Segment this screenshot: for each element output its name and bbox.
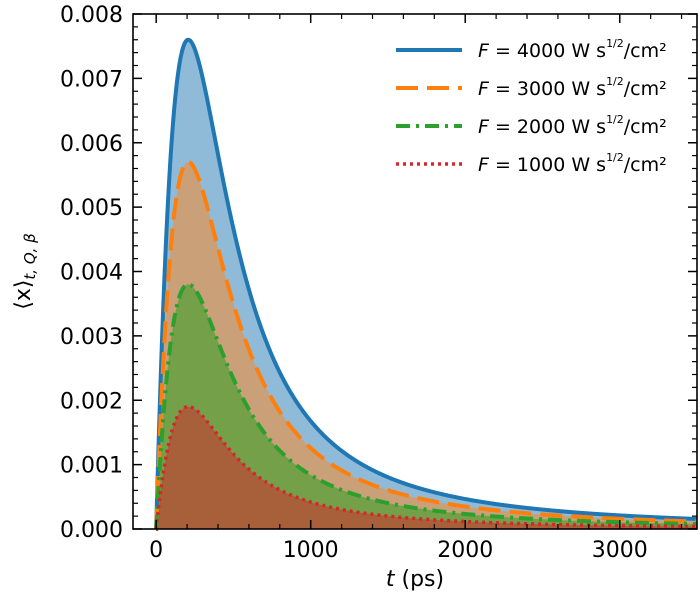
- legend-label-2: F = 3000 W s1/2/cm²: [478, 75, 667, 100]
- area-fill-2: [156, 162, 697, 529]
- legend-label-var: F: [478, 40, 490, 62]
- series-line-2: [154, 160, 698, 531]
- legend-label-4: F = 1000 W s1/2/cm²: [478, 151, 667, 176]
- y-tick-label-7: 0.007: [60, 67, 123, 92]
- legend-label-exp: 1/2: [606, 75, 624, 88]
- series-line-3: [154, 282, 698, 531]
- legend-label-unit: /cm²: [624, 154, 667, 176]
- x-tick-label-1: 1000: [283, 538, 339, 563]
- y-tick-label-2: 0.002: [60, 389, 123, 414]
- legend-label-1: F = 4000 W s1/2/cm²: [478, 37, 667, 62]
- legend-label-unit: /cm²: [624, 116, 667, 138]
- legend-label-exp: 1/2: [606, 37, 624, 50]
- legend-label-exp: 1/2: [606, 151, 624, 164]
- y-tick-label-3: 0.003: [60, 325, 123, 350]
- x-axis-label-var: t: [386, 567, 396, 592]
- y-tick-label-4: 0.004: [60, 261, 123, 286]
- y-axis-label-main: ⟨x⟩: [11, 280, 36, 310]
- y-tick-label-5: 0.005: [60, 196, 123, 221]
- x-axis-label: t (ps): [386, 567, 444, 592]
- legend-label-eq: = 4000 W s: [489, 40, 606, 62]
- x-tick-label-0: 0: [149, 538, 163, 563]
- area-fill-4: [156, 406, 697, 529]
- area-fill-1: [156, 39, 697, 529]
- legend-label-unit: /cm²: [624, 78, 667, 100]
- y-axis: 0.000 0.001 0.002 0.003 0.004 0.005 0.006 0.007…: [60, 3, 697, 543]
- series-line-4: [154, 404, 697, 531]
- legend-label-exp: 1/2: [606, 113, 624, 126]
- y-tick-label-8: 0.008: [60, 3, 123, 28]
- x-tick-label-2: 2000: [437, 538, 493, 563]
- area-fills: [156, 39, 697, 529]
- legend-label-eq: = 2000 W s: [489, 116, 606, 138]
- legend-label-var: F: [478, 78, 490, 100]
- legend-label-3: F = 2000 W s1/2/cm²: [478, 113, 667, 138]
- legend-label-unit: /cm²: [624, 40, 667, 62]
- y-axis-label-sub: t, Q, β: [21, 233, 39, 280]
- y-tick-label-1: 0.001: [60, 454, 123, 479]
- legend-label-var: F: [478, 116, 490, 138]
- y-tick-label-0: 0.000: [60, 518, 123, 543]
- y-tick-label-6: 0.006: [60, 132, 123, 157]
- series-lines: [154, 37, 698, 531]
- x-axis-label-unit: (ps): [395, 567, 445, 592]
- legend-label-eq: = 3000 W s: [489, 78, 606, 100]
- series-line-1: [154, 37, 698, 531]
- legend-label-eq: = 1000 W s: [489, 154, 606, 176]
- y-axis-label: ⟨x⟩t, Q, β: [11, 233, 39, 310]
- area-fill-3: [156, 284, 697, 529]
- legend-label-var: F: [478, 154, 490, 176]
- x-axis: 0 1000 2000 3000: [149, 14, 683, 563]
- x-tick-label-3: 3000: [592, 538, 648, 563]
